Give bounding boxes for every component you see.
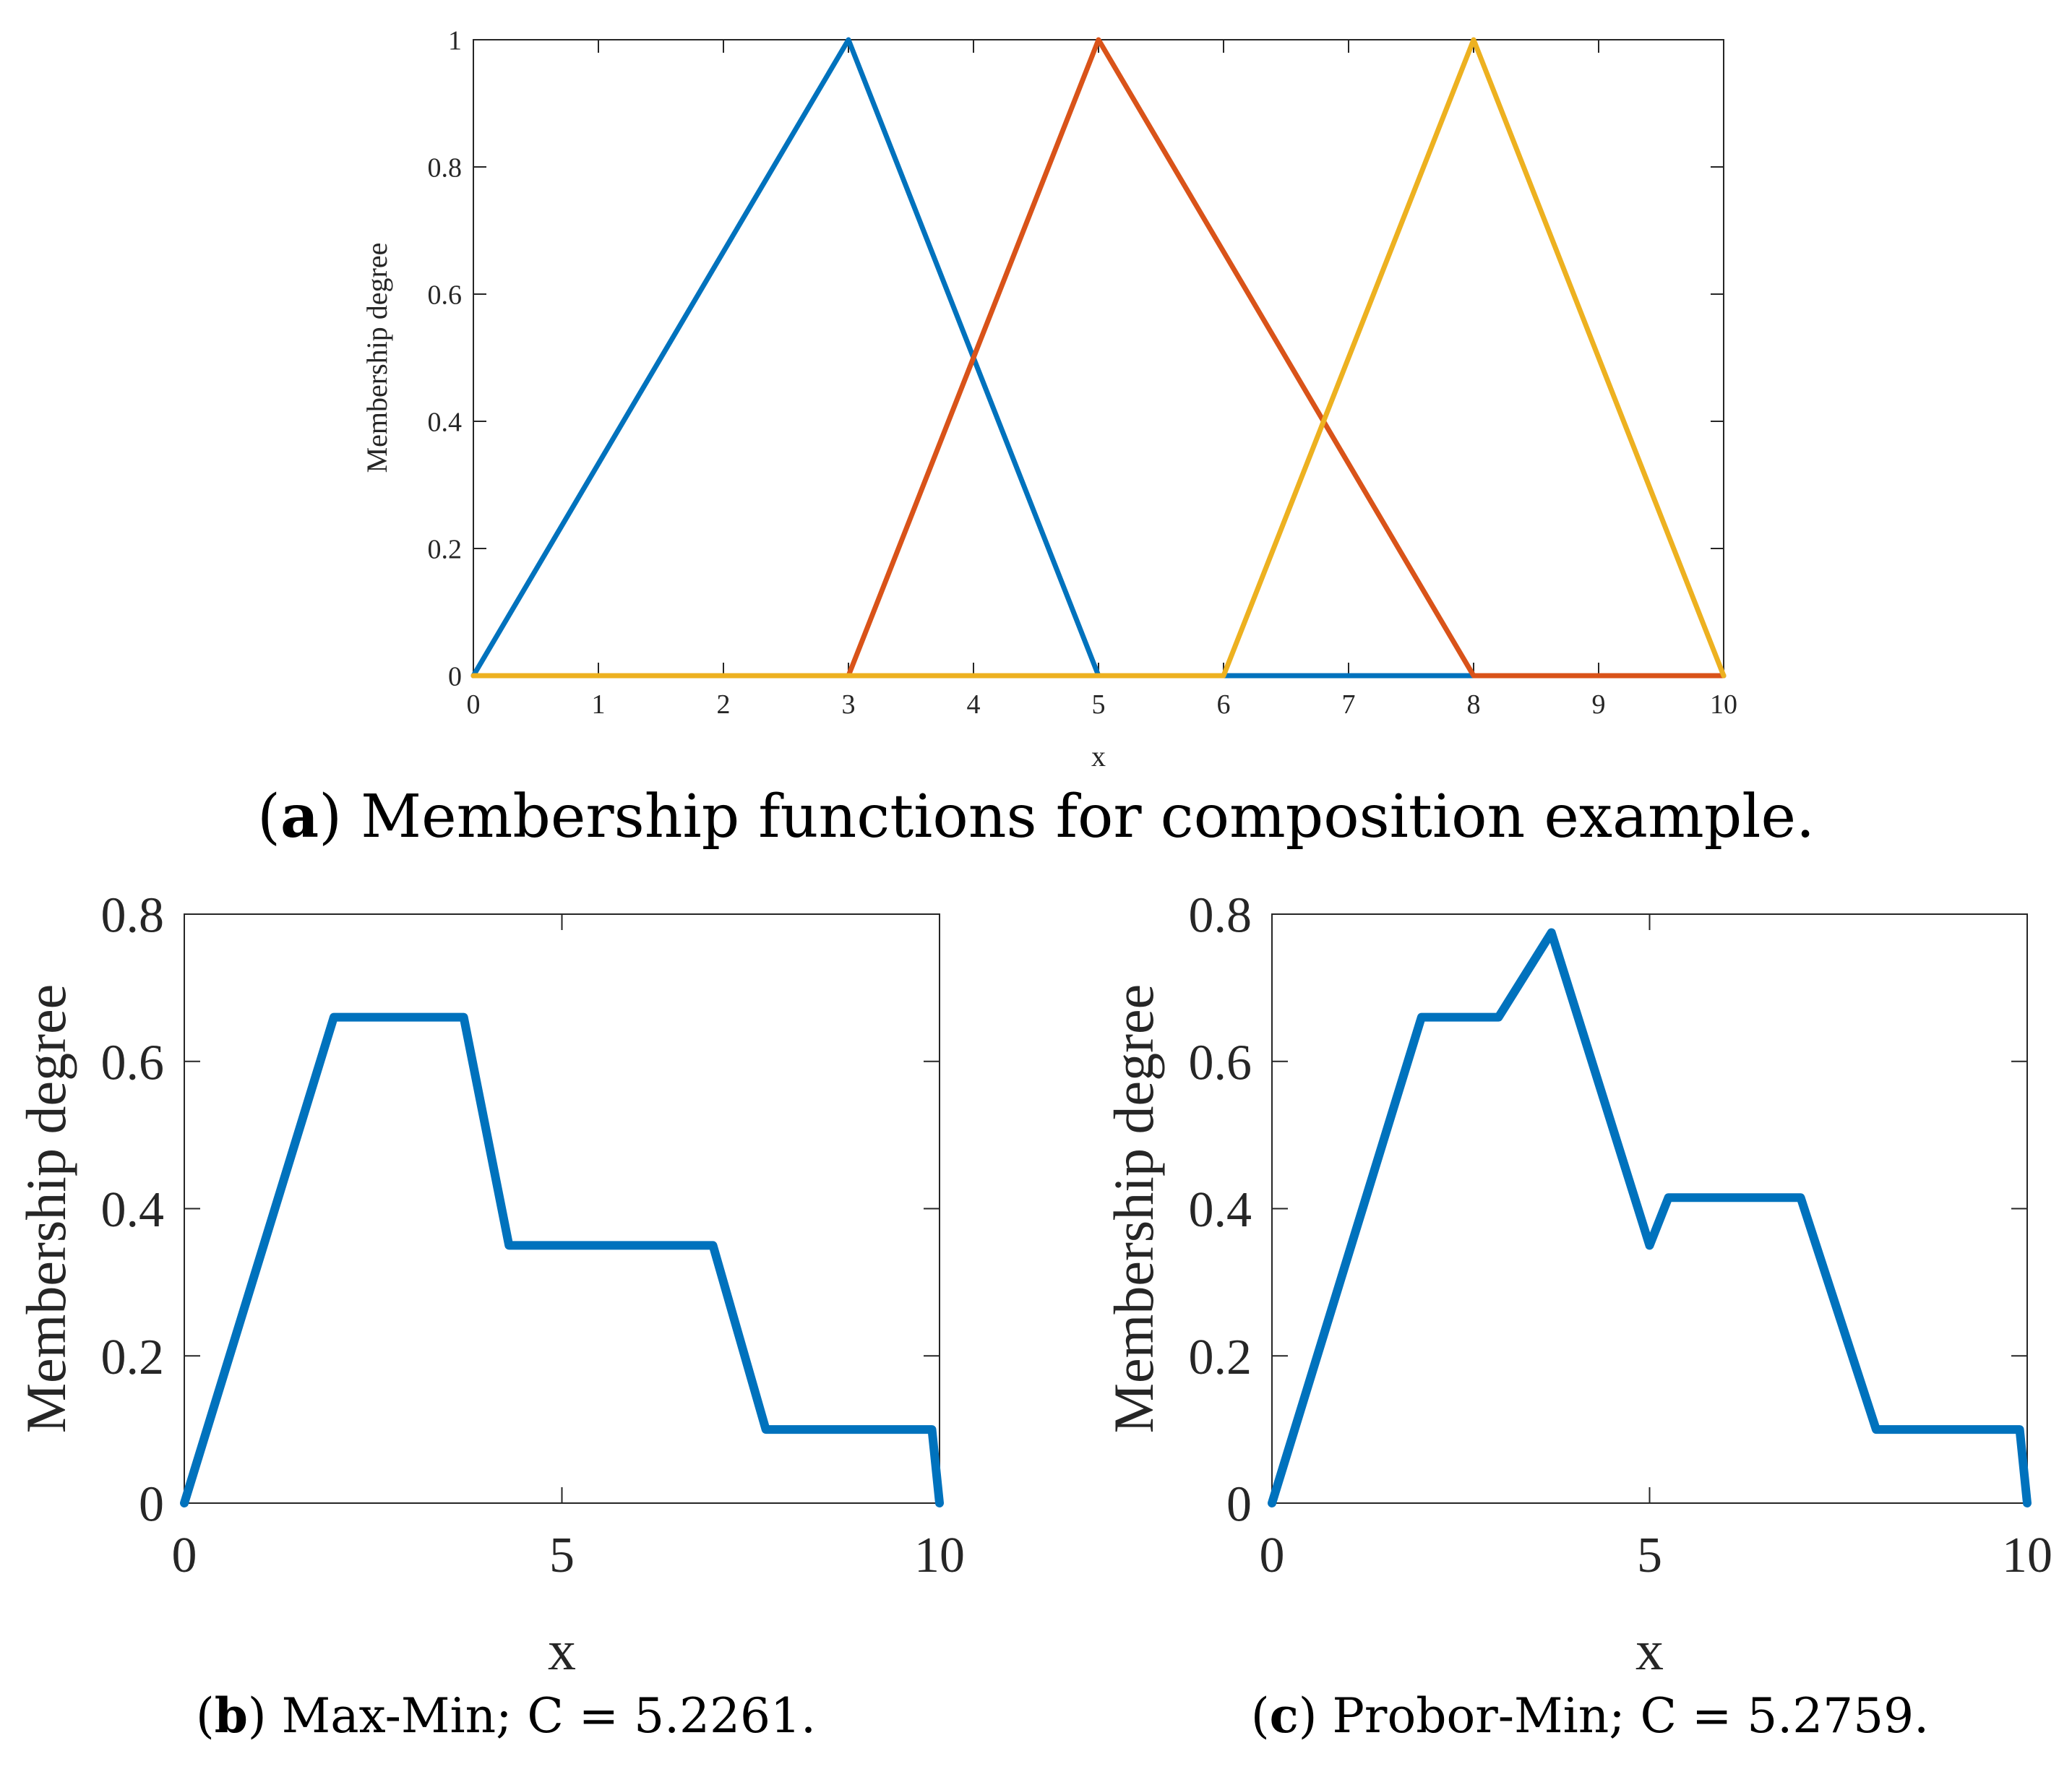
chart-c-xtick-label: 0 bbox=[1260, 1528, 1285, 1583]
chart-a-xtick-label: 6 bbox=[1217, 689, 1231, 720]
chart-c-axes-box bbox=[1271, 913, 2028, 1504]
chart-a-ylabel: Membership degree bbox=[361, 243, 393, 473]
chart-a-series-mf3 bbox=[470, 37, 1727, 679]
chart-a-xtick-label: 8 bbox=[1467, 689, 1481, 720]
chart-a-xtick-label: 1 bbox=[592, 689, 606, 720]
chart-c-ylabel: Membership degree bbox=[1102, 984, 1165, 1434]
caption-b-label: b bbox=[214, 1687, 248, 1744]
chart-a-ytick-label: 0.2 bbox=[428, 534, 463, 564]
chart-b-ylabel: Membership degree bbox=[14, 984, 77, 1434]
chart-c-ytick-label: 0.6 bbox=[1189, 1035, 1252, 1090]
chart-a-xtick-label: 0 bbox=[467, 689, 481, 720]
caption-c-text: Probor-Min; C = 5.2759. bbox=[1317, 1688, 1930, 1744]
chart-a-xtick-label: 3 bbox=[842, 689, 856, 720]
chart-a-ytick-label: 0 bbox=[448, 661, 462, 692]
chart-b-series-Max-Min bbox=[180, 1012, 944, 1507]
chart-c-xlabel: x bbox=[1635, 1619, 1664, 1682]
chart-a-xtick-label: 9 bbox=[1592, 689, 1606, 720]
chart-a-xlabel: x bbox=[1091, 740, 1106, 773]
caption-b: (b) Max-Min; C = 5.2261. bbox=[195, 1687, 816, 1744]
chart-c-xtick-label: 10 bbox=[2002, 1528, 2052, 1583]
chart-b-ytick-label: 0.2 bbox=[101, 1330, 165, 1385]
chart-a-xtick-label: 2 bbox=[717, 689, 731, 720]
chart-b-ytick-label: 0 bbox=[139, 1477, 164, 1533]
chart-b-xtick-label: 10 bbox=[914, 1528, 965, 1583]
chart-b-ytick-label: 0.4 bbox=[101, 1182, 165, 1238]
chart-a-xtick-label: 10 bbox=[1710, 689, 1737, 720]
caption-c-label: c bbox=[1269, 1687, 1299, 1744]
chart-a-xtick-label: 4 bbox=[967, 689, 981, 720]
caption-a: (a) Membership functions for composition… bbox=[257, 782, 1815, 851]
caption-b-text: Max-Min; C = 5.2261. bbox=[266, 1688, 816, 1744]
chart-a-ytick-label: 0.6 bbox=[428, 280, 463, 310]
chart-a-xtick-label: 7 bbox=[1342, 689, 1356, 720]
chart-b-xtick-label: 5 bbox=[549, 1528, 575, 1583]
caption-a-label: a bbox=[280, 782, 319, 851]
chart-c-series-Probor-Min bbox=[1268, 928, 2032, 1507]
chart-c-xtick-label: 5 bbox=[1637, 1528, 1662, 1583]
chart-b-xlabel: x bbox=[548, 1619, 576, 1682]
chart-c-ytick-label: 0.4 bbox=[1189, 1182, 1252, 1238]
chart-a-ytick-label: 0.4 bbox=[428, 407, 463, 437]
chart-a-series-mf1 bbox=[470, 37, 1727, 679]
chart-b-ytick-label: 0.6 bbox=[101, 1035, 165, 1090]
chart-b-ytick-label: 0.8 bbox=[101, 888, 165, 944]
caption-c: (c) Probor-Min; C = 5.2759. bbox=[1250, 1687, 1930, 1744]
chart-b-xtick-label: 0 bbox=[172, 1528, 197, 1583]
chart-c-ytick-label: 0 bbox=[1226, 1477, 1252, 1533]
chart-a-ytick-label: 1 bbox=[448, 25, 462, 56]
chart-c-ytick-label: 0.8 bbox=[1189, 888, 1252, 944]
caption-a-text: Membership functions for composition exa… bbox=[342, 783, 1815, 851]
chart-a-ytick-label: 0.8 bbox=[428, 152, 463, 183]
chart-b-axes-box bbox=[184, 913, 940, 1504]
chart-c-ytick-label: 0.2 bbox=[1189, 1330, 1252, 1385]
chart-a-xtick-label: 5 bbox=[1092, 689, 1106, 720]
